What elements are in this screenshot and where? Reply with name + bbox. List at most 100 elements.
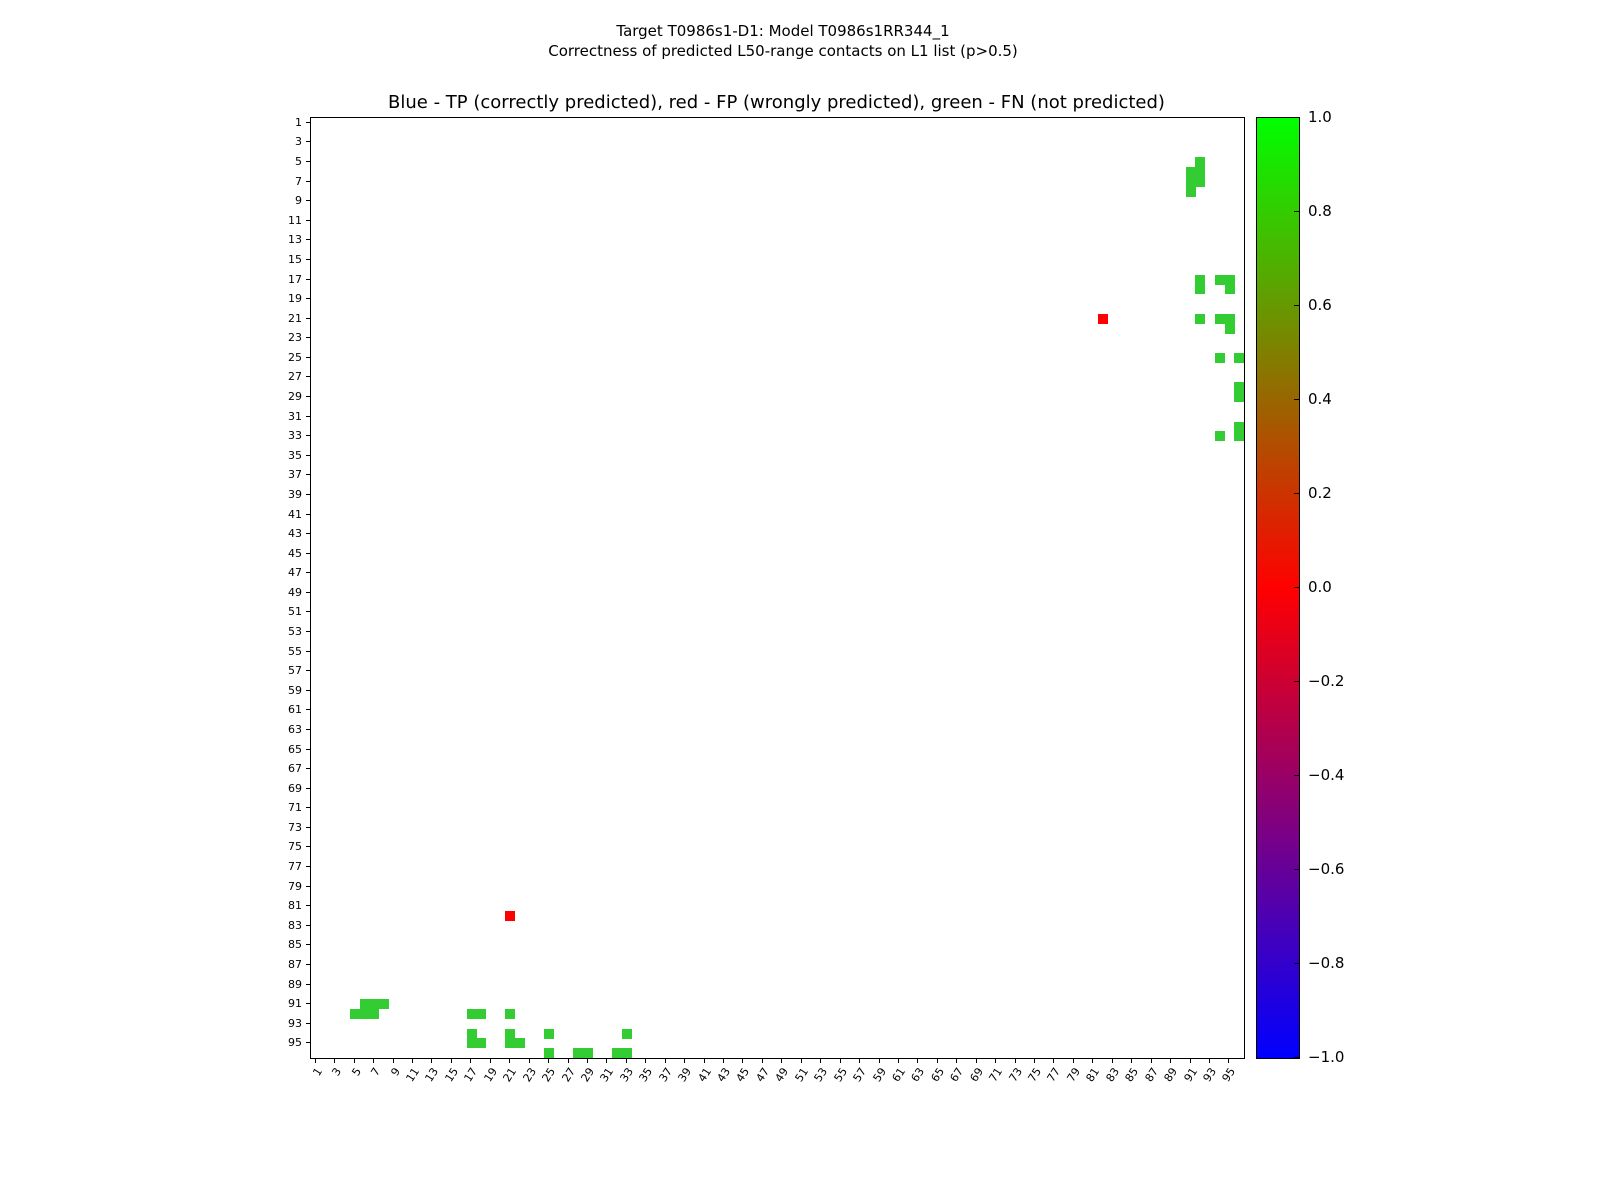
fn-cell [1224,284,1235,295]
y-tick-label: 23 [288,331,302,345]
y-tick-label: 41 [288,507,302,521]
fn-cell [1214,353,1225,363]
x-tick-mark [586,1058,588,1063]
x-tick-mark [1131,1058,1133,1063]
x-tick-mark [839,1058,841,1063]
y-tick-mark [306,493,311,495]
y-tick-mark [306,670,311,672]
x-tick-mark [314,1058,316,1063]
fn-cell [1234,382,1245,393]
y-tick-mark [306,454,311,456]
fn-cell [1224,274,1235,285]
fn-cell [466,1009,477,1020]
colorbar-gradient [1256,117,1300,1059]
x-tick-mark [548,1058,550,1063]
fn-cell [1214,431,1225,442]
fp-cell [505,911,516,922]
y-tick-label: 67 [288,762,302,776]
fn-cell [583,1048,594,1059]
y-tick-label: 43 [288,527,302,541]
fn-cell [1195,313,1206,324]
x-tick-mark [645,1058,647,1063]
y-tick-mark [306,161,311,163]
x-tick-mark [1189,1058,1191,1063]
y-tick-mark [306,650,311,652]
x-tick-mark [450,1058,452,1063]
y-tick-label: 13 [288,233,302,247]
x-tick-mark [489,1058,491,1063]
fn-cell [1224,323,1235,334]
x-tick-mark [1208,1058,1210,1063]
x-tick-mark [897,1058,899,1063]
x-tick-mark [1072,1058,1074,1063]
fn-cell [622,1028,632,1039]
y-tick-mark [306,1003,311,1005]
y-tick-mark [306,846,311,848]
colorbar-tick-label: −0.4 [1308,766,1345,784]
y-tick-mark [306,768,311,770]
y-tick-mark [306,787,311,789]
y-tick-mark [306,572,311,574]
y-tick-label: 21 [288,311,302,325]
x-tick-mark [995,1058,997,1063]
y-tick-label: 29 [288,390,302,404]
y-tick-mark [306,474,311,476]
x-tick-mark [917,1058,919,1063]
y-tick-mark [306,944,311,946]
fn-cell [505,1009,516,1020]
y-tick-mark [306,552,311,554]
y-tick-label: 9 [295,194,302,208]
x-tick-mark [703,1058,705,1063]
y-tick-label: 93 [288,1016,302,1030]
fn-cell [1234,431,1245,442]
y-tick-label: 81 [288,899,302,913]
y-tick-mark [306,376,311,378]
y-tick-label: 51 [288,605,302,619]
figure-title-line1: Target T0986s1-D1: Model T0986s1RR344_1 [616,22,950,40]
x-tick-mark [781,1058,783,1063]
y-tick-label: 57 [288,664,302,678]
colorbar-tick-mark [1294,775,1299,776]
x-tick-mark [664,1058,666,1063]
y-tick-label: 73 [288,820,302,834]
y-tick-label: 35 [288,448,302,462]
x-tick-mark [509,1058,511,1063]
y-tick-mark [306,924,311,926]
colorbar-tick-mark [1294,399,1299,400]
y-tick-mark [306,611,311,613]
y-tick-mark [306,963,311,965]
y-tick-mark [306,866,311,868]
fn-cell [1185,166,1196,177]
x-tick-mark [334,1058,336,1063]
fn-cell [505,1038,516,1049]
colorbar-tick-label: −0.8 [1308,954,1345,972]
y-tick-mark [306,591,311,593]
y-tick-mark [306,180,311,182]
fn-cell [515,1038,526,1049]
x-tick-mark [412,1058,414,1063]
colorbar-tick-mark [1294,963,1299,964]
y-tick-label: 53 [288,625,302,639]
axes-title: Blue - TP (correctly predicted), red - F… [388,92,1165,113]
fn-cell [369,999,380,1010]
y-tick-mark [306,983,311,985]
fn-cell [359,1009,370,1020]
colorbar-tick-label: −0.6 [1308,860,1345,878]
colorbar-tick-mark [1294,1057,1299,1058]
colorbar-tick-mark [1294,305,1299,306]
y-tick-mark [306,748,311,750]
fn-cell [1234,392,1245,403]
colorbar-tick-label: 0.6 [1308,296,1332,314]
y-tick-label: 65 [288,742,302,756]
fn-cell [1224,313,1235,324]
y-tick-label: 69 [288,781,302,795]
y-tick-mark [306,689,311,691]
fp-cell [1098,313,1109,324]
colorbar-tick-label: 0.0 [1308,578,1332,596]
y-tick-label: 61 [288,703,302,717]
fn-cell [369,1009,380,1020]
x-tick-mark [878,1058,880,1063]
colorbar-tick-label: 0.2 [1308,484,1332,502]
x-tick-mark [975,1058,977,1063]
y-tick-label: 1 [295,115,302,129]
